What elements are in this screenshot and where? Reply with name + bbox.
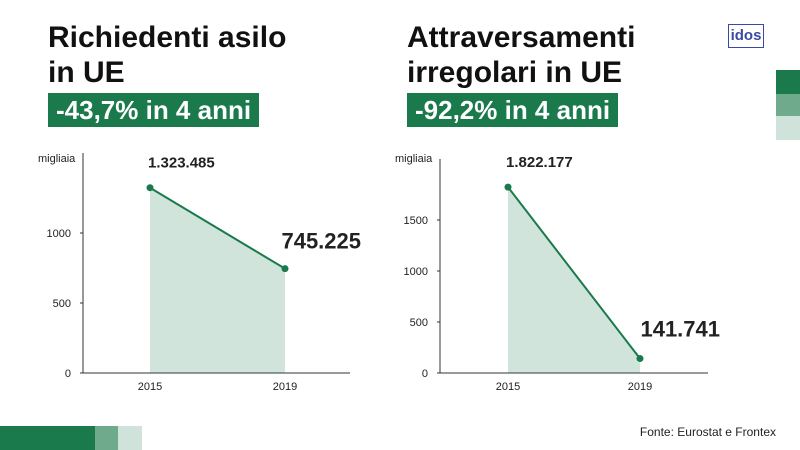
y-tick-label: 500 [53, 298, 71, 310]
decoration [776, 116, 800, 140]
line [507, 186, 641, 360]
point [504, 183, 512, 191]
logo: idos [728, 24, 764, 48]
y-tick-label: 1500 [404, 215, 428, 227]
data-label: 1.323.485 [148, 155, 215, 172]
y-axis-label: migliaia [395, 153, 433, 165]
line [149, 186, 286, 270]
data-label: 1.822.177 [506, 154, 573, 171]
chart-title: Attraversamenti irregolari in UE [407, 21, 636, 89]
point [636, 355, 644, 363]
x-tick-label: 2015 [138, 381, 162, 393]
area [508, 187, 640, 373]
decoration [0, 426, 95, 450]
y-tick-label: 500 [410, 317, 428, 329]
point [146, 184, 154, 192]
x-tick-label: 2019 [628, 381, 652, 393]
chart-title: Richiedenti asilo in UE [48, 21, 287, 89]
decoration [776, 94, 800, 116]
data-label: 745.225 [281, 229, 361, 254]
chart-subtitle: -43,7% in 4 anni [48, 93, 260, 127]
data-label: 141.741 [640, 317, 720, 342]
point [281, 265, 289, 273]
x-tick-label: 2015 [496, 381, 520, 393]
decoration [776, 70, 800, 94]
y-tick-label: 1000 [404, 266, 428, 278]
decoration [95, 426, 118, 450]
x-tick-label: 2019 [273, 381, 297, 393]
y-axis-label: migliaia [38, 153, 76, 165]
area [150, 187, 285, 373]
chart-subtitle: -92,2% in 4 anni [407, 93, 619, 127]
y-tick-label: 0 [422, 368, 428, 380]
decoration [118, 426, 142, 450]
source: Fonte: Eurostat e Frontex [639, 425, 776, 439]
y-tick-label: 0 [65, 368, 71, 380]
y-tick-label: 1000 [47, 228, 71, 240]
